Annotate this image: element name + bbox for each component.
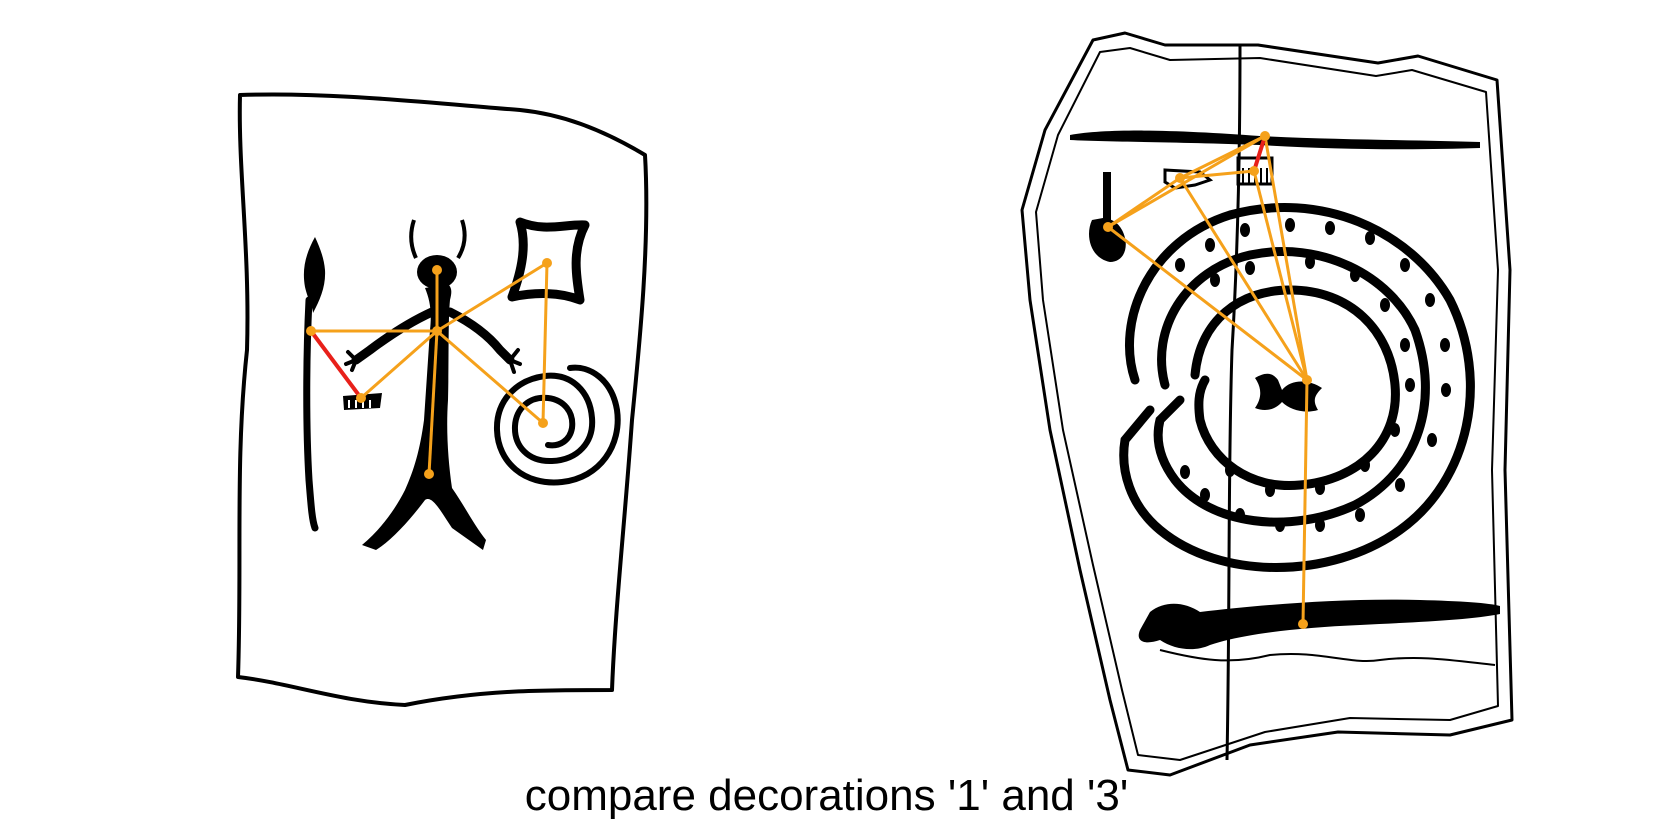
- slab-3-inner-outline: [1035, 47, 1499, 761]
- highlight-edge: [1252, 135, 1267, 172]
- graph-node: [356, 393, 366, 403]
- graph-edge: [436, 261, 548, 333]
- concentric-circles-motif: [1119, 203, 1475, 572]
- graph-node: [432, 265, 442, 275]
- graph-nodes-3: [1103, 131, 1312, 629]
- graph-edge: [1178, 177, 1309, 381]
- graph-edge: [1252, 170, 1309, 381]
- upper-bar-motif: [1070, 130, 1480, 150]
- graph-node: [1175, 173, 1185, 183]
- figure-caption: compare decorations '1' and '3': [524, 771, 1129, 820]
- slab-1-outline: [236, 92, 649, 707]
- graph-edge: [1179, 169, 1255, 180]
- graph-node: [1249, 166, 1259, 176]
- decoration-1-panel: [236, 92, 649, 707]
- highlight-edge: [309, 329, 363, 400]
- graph-nodes-1: [306, 258, 552, 479]
- graph-node: [432, 326, 442, 336]
- graph-node: [538, 418, 548, 428]
- graph-edge: [1107, 134, 1266, 229]
- graph-node: [1260, 131, 1270, 141]
- graph-edge: [427, 330, 439, 475]
- graph-node: [1103, 222, 1113, 232]
- slab-3-break-line: [1159, 649, 1496, 666]
- graph-edge: [1179, 134, 1266, 180]
- graph-edges-3: [1107, 134, 1309, 625]
- graph-node: [542, 258, 552, 268]
- ring-dots: [1175, 218, 1451, 532]
- graph-edge: [436, 329, 544, 425]
- graph-edge: [1107, 176, 1181, 229]
- graph-edge: [541, 262, 549, 424]
- mirror-motif: [1089, 172, 1126, 262]
- graph-edge: [1107, 225, 1308, 382]
- graph-edge: [360, 329, 438, 400]
- square-motif: [507, 217, 590, 305]
- spiral-shield-motif: [493, 364, 621, 486]
- graph-edge: [1263, 135, 1309, 381]
- lower-spear-motif: [1138, 599, 1500, 650]
- graph-node: [1298, 619, 1308, 629]
- graph-edge: [1301, 379, 1309, 625]
- graph-edges-1: [309, 261, 549, 475]
- graph-node: [306, 326, 316, 336]
- slab-3-outer-outline: [1020, 31, 1514, 777]
- decoration-3-panel: [1020, 31, 1514, 777]
- spear-motif: [303, 237, 326, 532]
- graph-node: [1302, 375, 1312, 385]
- graph-node: [424, 469, 434, 479]
